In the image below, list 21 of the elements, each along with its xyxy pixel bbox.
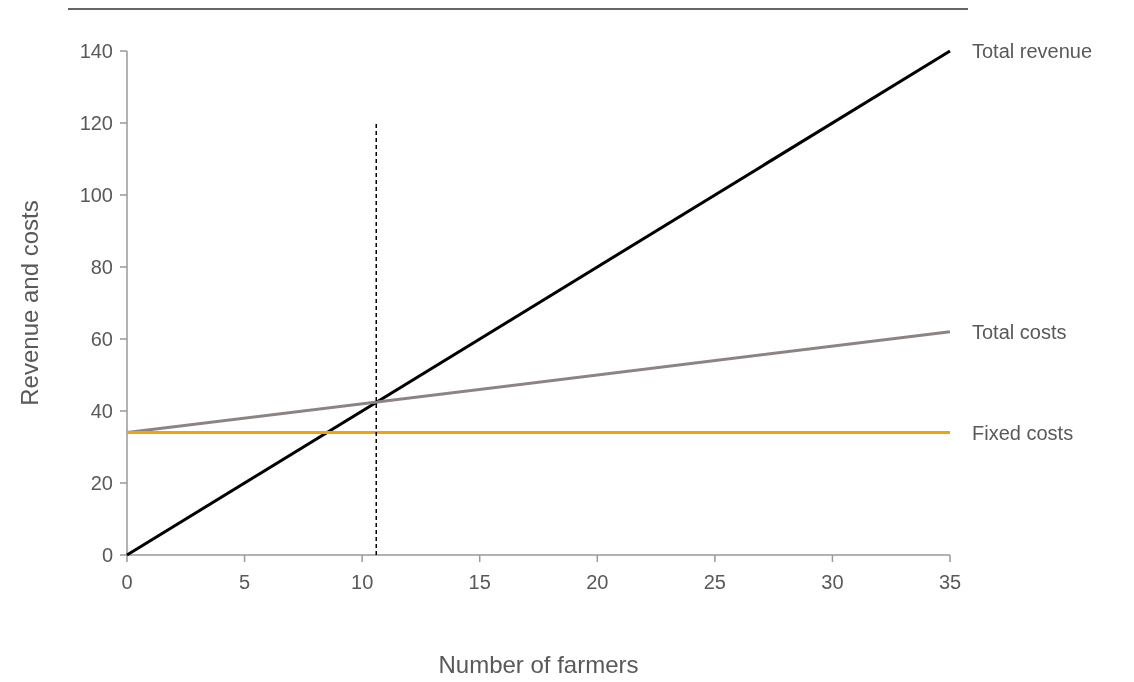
y-tick-label: 140	[79, 40, 113, 62]
x-tick-label: 20	[586, 571, 609, 593]
series-label: Total costs	[972, 320, 1067, 343]
y-tick-label: 0	[101, 544, 113, 566]
x-tick-label: 5	[239, 571, 251, 593]
x-tick-label: 35	[938, 571, 962, 593]
x-tick-label: 10	[351, 571, 374, 593]
y-tick-label: 100	[79, 184, 113, 206]
y-tick-label: 80	[90, 256, 113, 278]
x-axis-title: Number of farmers	[438, 651, 639, 678]
x-tick-label: 0	[121, 571, 133, 593]
y-tick-label: 40	[90, 400, 113, 422]
series-label: Total revenue	[972, 40, 1093, 62]
x-tick-label: 15	[468, 571, 491, 593]
y-tick-label: 120	[79, 112, 113, 134]
x-tick-label: 25	[703, 571, 726, 593]
y-tick-label: 20	[90, 472, 113, 494]
y-tick-label: 60	[90, 328, 113, 350]
series-label: Fixed costs	[972, 421, 1074, 444]
x-tick-label: 30	[821, 571, 844, 593]
y-axis-title: Revenue and costs	[16, 200, 43, 406]
